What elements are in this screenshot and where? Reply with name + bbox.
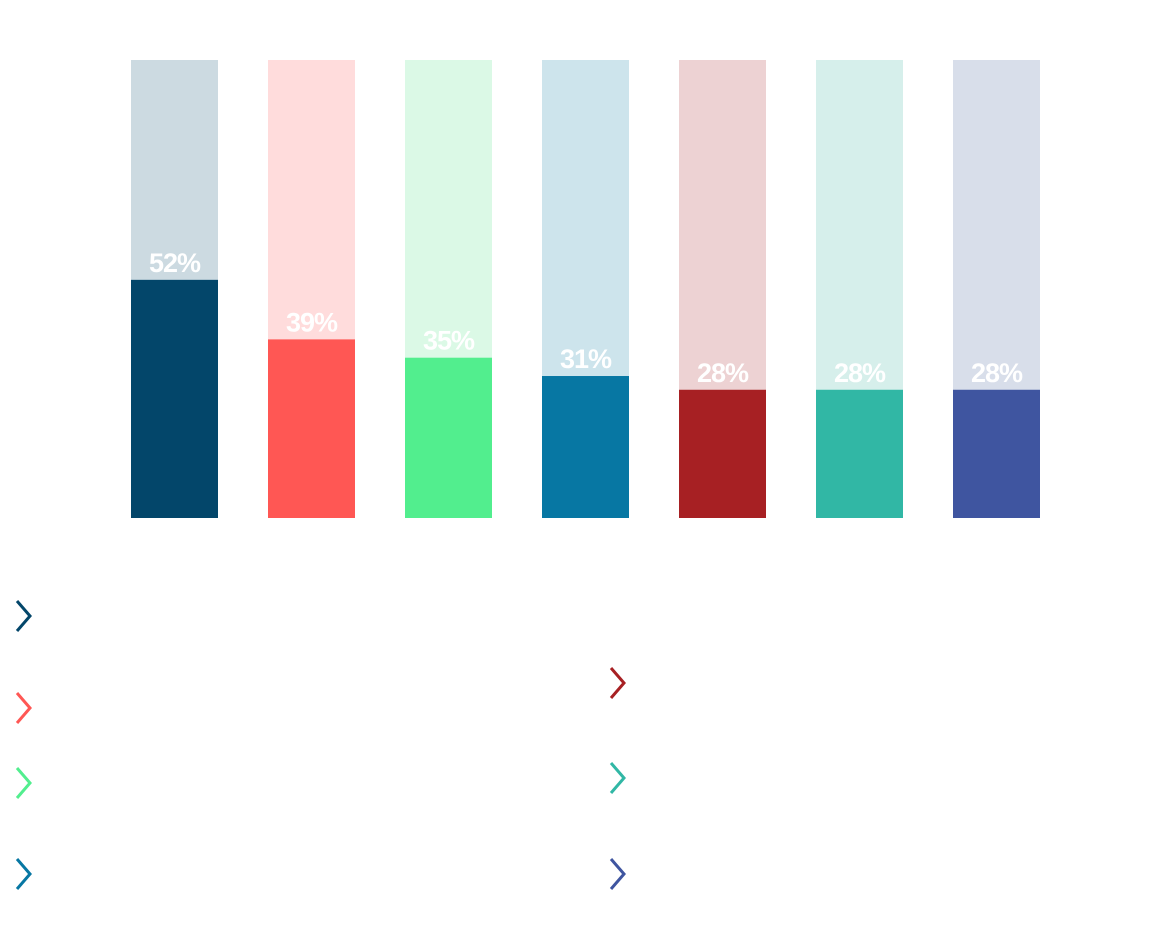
bar-value-label: 28% bbox=[697, 358, 749, 388]
bar-value-label: 28% bbox=[971, 358, 1023, 388]
legend-item bbox=[606, 760, 646, 800]
legend-item bbox=[12, 690, 52, 730]
bar bbox=[131, 279, 218, 518]
bar bbox=[405, 357, 492, 518]
legend-item bbox=[12, 856, 52, 896]
bar-group: 28% bbox=[953, 60, 1040, 518]
bar bbox=[542, 376, 629, 518]
bar-group: 35% bbox=[405, 60, 492, 518]
chevron-right-icon bbox=[15, 692, 32, 724]
bar-group: 28% bbox=[816, 60, 903, 518]
chevron-right-icon bbox=[15, 858, 32, 890]
chevron-right-icon bbox=[15, 767, 32, 799]
legend-item bbox=[12, 765, 52, 805]
bar-group: 31% bbox=[542, 60, 629, 518]
chevron-right-icon bbox=[609, 667, 626, 699]
bar-value-label: 31% bbox=[560, 344, 612, 374]
bar-value-label: 35% bbox=[423, 326, 475, 356]
chevron-right-icon bbox=[609, 762, 626, 794]
chevron-right-icon bbox=[15, 600, 32, 632]
bar-group: 52% bbox=[131, 60, 218, 518]
bar-value-label: 28% bbox=[834, 358, 886, 388]
bar-group: 28% bbox=[679, 60, 766, 518]
bar-group: 39% bbox=[268, 60, 355, 518]
bar bbox=[679, 389, 766, 518]
bar bbox=[953, 389, 1040, 518]
bar bbox=[268, 339, 355, 518]
bar-value-label: 52% bbox=[149, 248, 201, 278]
legend-item bbox=[606, 665, 646, 705]
bar bbox=[816, 389, 903, 518]
chevron-right-icon bbox=[609, 858, 626, 890]
bar-chart: 52% 39% 35% 31% 28% 28% 28% bbox=[131, 60, 1040, 518]
legend-item bbox=[606, 856, 646, 896]
legend-item bbox=[12, 598, 52, 638]
bar-value-label: 39% bbox=[286, 307, 338, 337]
